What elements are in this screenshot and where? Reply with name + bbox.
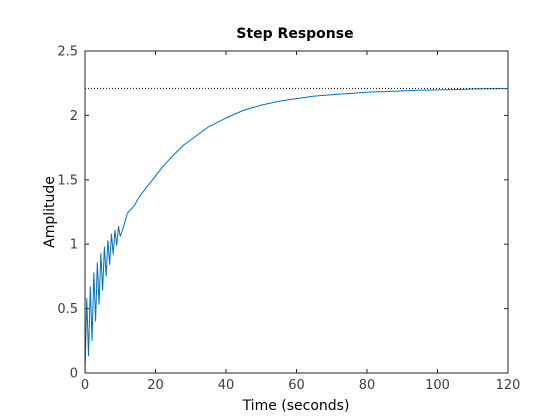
y-tick-label: 0	[70, 367, 78, 382]
x-tick-label: 60	[288, 378, 305, 393]
x-ticks: 0 20 40 60 80 100 120	[81, 51, 521, 393]
x-tick-label: 20	[147, 378, 164, 393]
x-tick-label: 40	[218, 378, 235, 393]
y-tick-label: 2.5	[57, 45, 78, 60]
y-ticks: 0 0.5 1 1.5 2 2.5	[57, 45, 508, 382]
x-tick-label: 0	[81, 378, 89, 393]
y-axis-title: Amplitude	[42, 176, 58, 248]
series-line-0	[84, 88, 509, 374]
x-tick-label: 120	[496, 378, 521, 393]
y-tick-label: 1.5	[57, 173, 78, 188]
chart-title: Step Response	[236, 26, 353, 42]
plot-area	[85, 51, 508, 373]
x-tick-label: 80	[359, 378, 376, 393]
x-axis-title: Time (seconds)	[242, 398, 350, 414]
y-tick-label: 1	[70, 238, 78, 253]
y-tick-label: 2	[70, 109, 78, 124]
x-tick-label: 100	[425, 378, 450, 393]
y-tick-label: 0.5	[57, 302, 78, 317]
series-layer	[84, 88, 509, 374]
